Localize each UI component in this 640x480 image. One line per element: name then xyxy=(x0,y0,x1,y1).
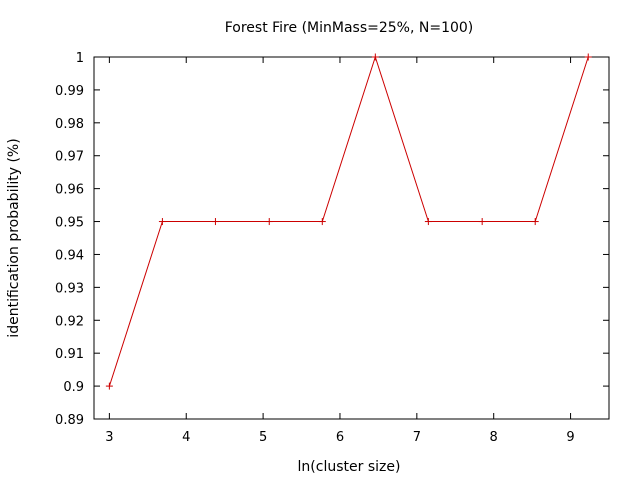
data-point xyxy=(265,218,273,226)
series-line xyxy=(108,55,589,387)
y-tick-label: 0.95 xyxy=(55,216,84,231)
data-point xyxy=(424,218,432,226)
x-axis: 3 4 5 6 7 8 9 xyxy=(105,57,575,445)
data-point xyxy=(531,218,539,226)
y-tick-label: 0.92 xyxy=(55,314,84,329)
y-tick-label: 0.98 xyxy=(55,117,84,132)
data-point xyxy=(318,218,326,226)
data-point xyxy=(371,53,379,61)
y-tick-label: 0.96 xyxy=(55,183,84,198)
y-tick-label: 0.99 xyxy=(55,84,84,99)
y-tick-label: 0.9 xyxy=(63,380,84,395)
y-tick-label: 0.91 xyxy=(55,347,84,362)
data-point xyxy=(211,218,219,226)
x-tick-label: 7 xyxy=(413,430,421,445)
y-tick-label: 0.89 xyxy=(55,413,84,428)
x-tick-label: 3 xyxy=(105,430,113,445)
y-tick-label: 0.93 xyxy=(55,281,84,296)
data-point xyxy=(584,53,592,61)
plot-frame xyxy=(93,56,610,420)
x-tick-label: 5 xyxy=(259,430,267,445)
y-tick-label: 0.94 xyxy=(55,248,84,263)
x-tick-label: 9 xyxy=(566,430,574,445)
data-point xyxy=(105,382,113,390)
series-layer xyxy=(105,53,592,390)
y-tick-label: 0.97 xyxy=(55,150,84,165)
chart-title: Forest Fire (MinMass=25%, N=100) xyxy=(225,20,474,36)
data-point xyxy=(478,218,486,226)
x-tick-label: 8 xyxy=(490,430,498,445)
y-axis-title: identification probability (%) xyxy=(6,138,22,337)
y-axis: 0.89 0.9 0.91 0.92 0.93 0.94 0.95 0.96 0.97 0.98 0… xyxy=(55,51,609,428)
y-tick-label: 1 xyxy=(76,51,84,66)
x-tick-label: 4 xyxy=(182,430,190,445)
x-axis-title: ln(cluster size) xyxy=(298,459,401,475)
x-tick-label: 6 xyxy=(336,430,344,445)
data-point xyxy=(158,218,166,226)
